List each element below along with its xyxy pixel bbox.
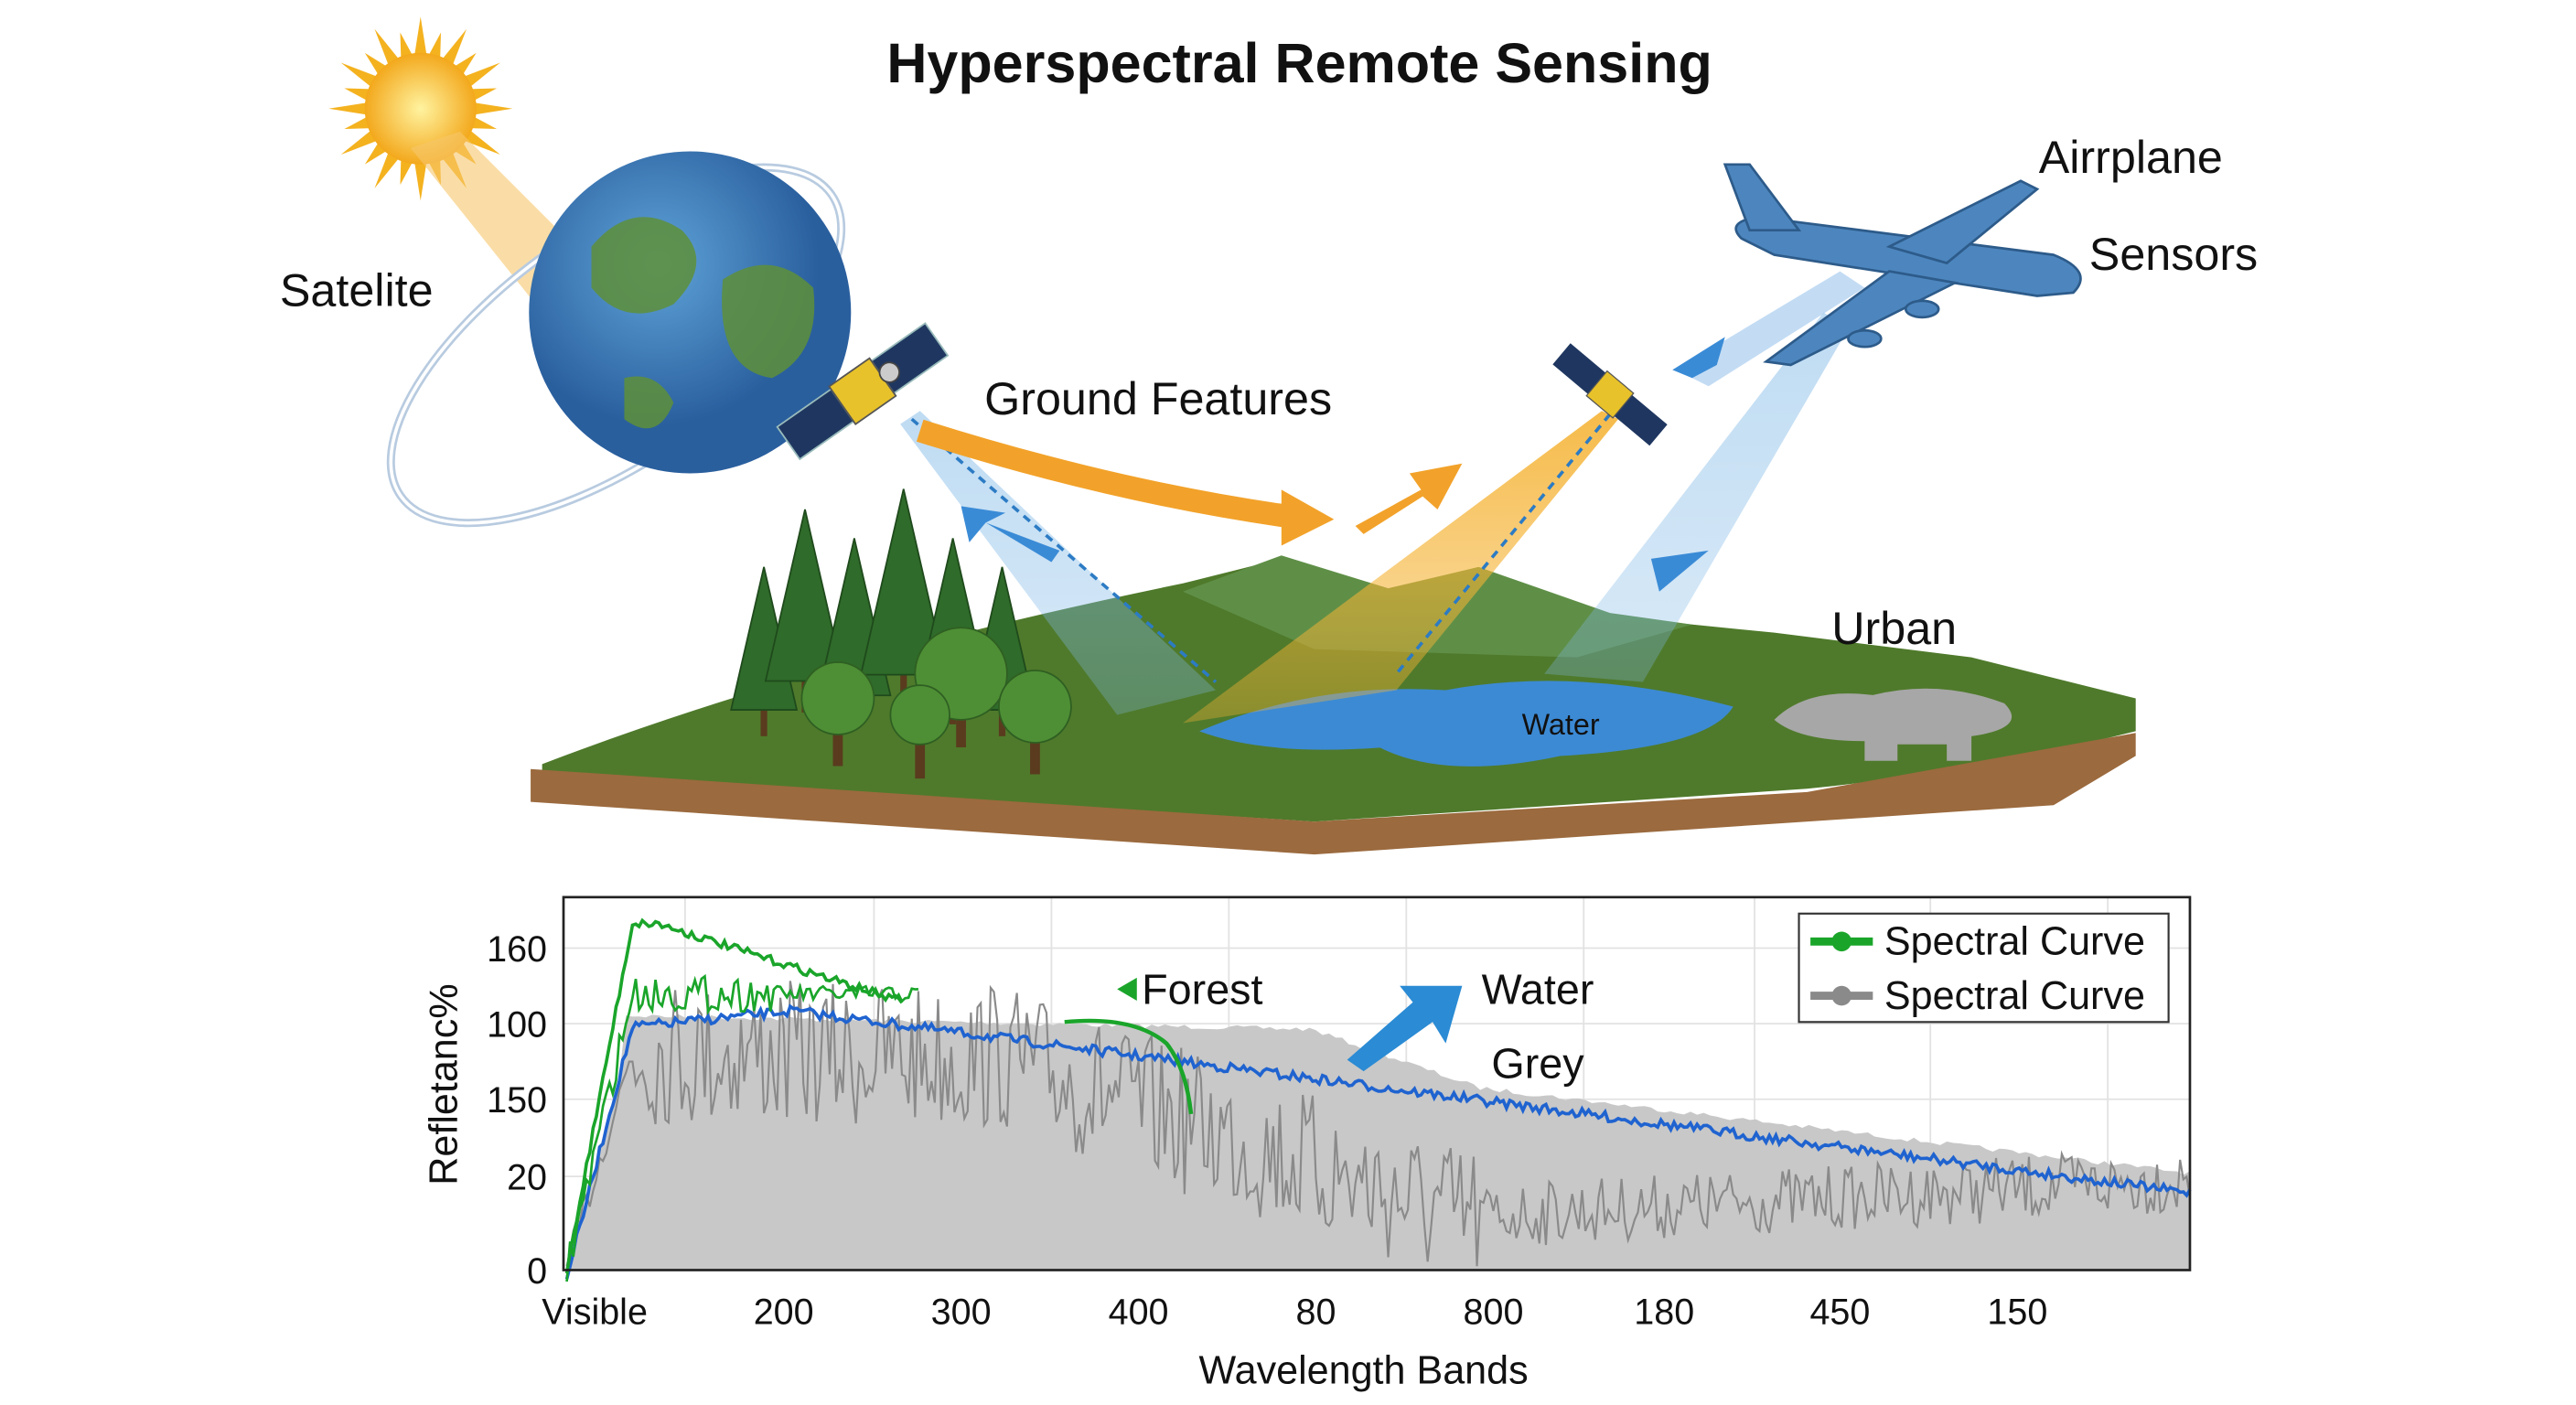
legend-marker: [1831, 931, 1852, 952]
annotation-forest: Forest: [1142, 966, 1262, 1014]
broadleaf: [998, 670, 1072, 744]
x-tick-label: 450: [1809, 1292, 1870, 1333]
sun-ray: [400, 32, 413, 60]
sun-ray: [427, 32, 442, 60]
trunk: [915, 732, 926, 779]
sun-ray: [472, 102, 513, 115]
annotation-grey: Grey: [1491, 1039, 1584, 1087]
x-tick-label: 300: [931, 1292, 992, 1333]
sun-ray: [462, 62, 500, 89]
green-curve: [564, 917, 904, 1274]
y-tick-label: 0: [527, 1251, 547, 1292]
airplane-beam: [1544, 312, 1849, 682]
x-tick-label: 400: [1109, 1292, 1169, 1333]
sun-ray: [374, 28, 401, 67]
legend-label: Spectral Curve: [1884, 920, 2145, 964]
trunk: [832, 720, 843, 767]
x-axis-label: Wavelength Bands: [1199, 1348, 1529, 1392]
arrow-yellow: [916, 419, 1300, 530]
sun-ray: [328, 102, 369, 115]
forest-marker: [1117, 977, 1137, 1001]
sensor-line: [910, 417, 1218, 683]
sun-ray: [413, 16, 427, 57]
legend-label: Spectral Curve: [1884, 974, 2145, 1018]
y-tick-label: 100: [487, 1004, 547, 1045]
sun-ray: [340, 129, 379, 156]
x-tick-label: 150: [1987, 1292, 2047, 1333]
sun-ray: [400, 157, 413, 186]
x-tick-label: 180: [1634, 1292, 1694, 1333]
sun-ray: [340, 62, 379, 89]
arrow-blue: [961, 506, 1060, 563]
sensor-beam: [900, 411, 1216, 715]
broadleaf: [800, 661, 875, 735]
x-tick-label: 800: [1464, 1292, 1524, 1333]
satellite: [776, 322, 950, 461]
sun-ray: [374, 150, 401, 188]
label-urban: Urban: [1831, 602, 1957, 654]
arrow-blue-3: [1650, 550, 1709, 592]
green-noisy-curve: [565, 973, 918, 1282]
urban-area: [1774, 688, 2012, 761]
reflect-beam: [1183, 411, 1618, 724]
trunk: [760, 706, 767, 736]
forest: [730, 488, 1072, 779]
legend-marker: [1831, 985, 1852, 1006]
y-tick-label: 160: [487, 929, 547, 970]
light-grey-area: [566, 1014, 2190, 1271]
sun-ray: [344, 115, 372, 130]
x-tick-label: 200: [754, 1292, 814, 1333]
label-water: Water: [1522, 708, 1600, 741]
sun-ray: [441, 28, 467, 67]
x-tick-label: 80: [1296, 1292, 1336, 1333]
water-arrow: [1347, 985, 1463, 1072]
arrow-blue-2: [1672, 337, 1725, 379]
label-satellite: Satelite: [280, 263, 434, 316]
spectral-chart: Refletanc% Wavelength Bands Forest Water…: [422, 896, 2192, 1392]
green-forest-curve: [1064, 1018, 1194, 1115]
airplane-beam-2: [1675, 271, 1865, 387]
plot-frame: [562, 896, 2192, 1271]
sun-ray: [462, 129, 500, 156]
airplane: [1723, 163, 2082, 367]
land-soil: [531, 733, 2136, 855]
trunk: [956, 701, 966, 748]
broadleaf: [889, 684, 950, 745]
title: Hyperspectral Remote Sensing: [886, 32, 1712, 94]
x-tick-label: Visible: [542, 1292, 648, 1333]
label-sensors: Sensors: [2089, 228, 2258, 280]
arrow-head: [1281, 489, 1335, 546]
sun-ray: [344, 88, 372, 102]
label-airplane: Airrplane: [2039, 131, 2223, 183]
blue-curve: [564, 1003, 2192, 1280]
annotation-water: Water: [1482, 966, 1594, 1014]
y-axis-label: Refletanc%: [422, 983, 466, 1185]
legend: [1798, 912, 2170, 1024]
sensor-line-2: [1395, 413, 1612, 675]
sun-ray: [413, 160, 427, 201]
y-tick-label: 150: [487, 1080, 547, 1121]
conifer: [764, 509, 846, 682]
sun-ray: [469, 88, 498, 102]
satellite-2: [1552, 343, 1668, 446]
dark-grey-curve: [565, 981, 2192, 1267]
label-ground-features: Ground Features: [984, 372, 1332, 424]
arrow-yellow-2: [1355, 463, 1463, 534]
trunk: [1030, 728, 1040, 775]
continents: [591, 217, 815, 429]
y-tick-label: 20: [507, 1157, 547, 1197]
sun-ray: [469, 115, 498, 130]
lake: [1199, 681, 1733, 767]
conifer: [859, 488, 948, 676]
